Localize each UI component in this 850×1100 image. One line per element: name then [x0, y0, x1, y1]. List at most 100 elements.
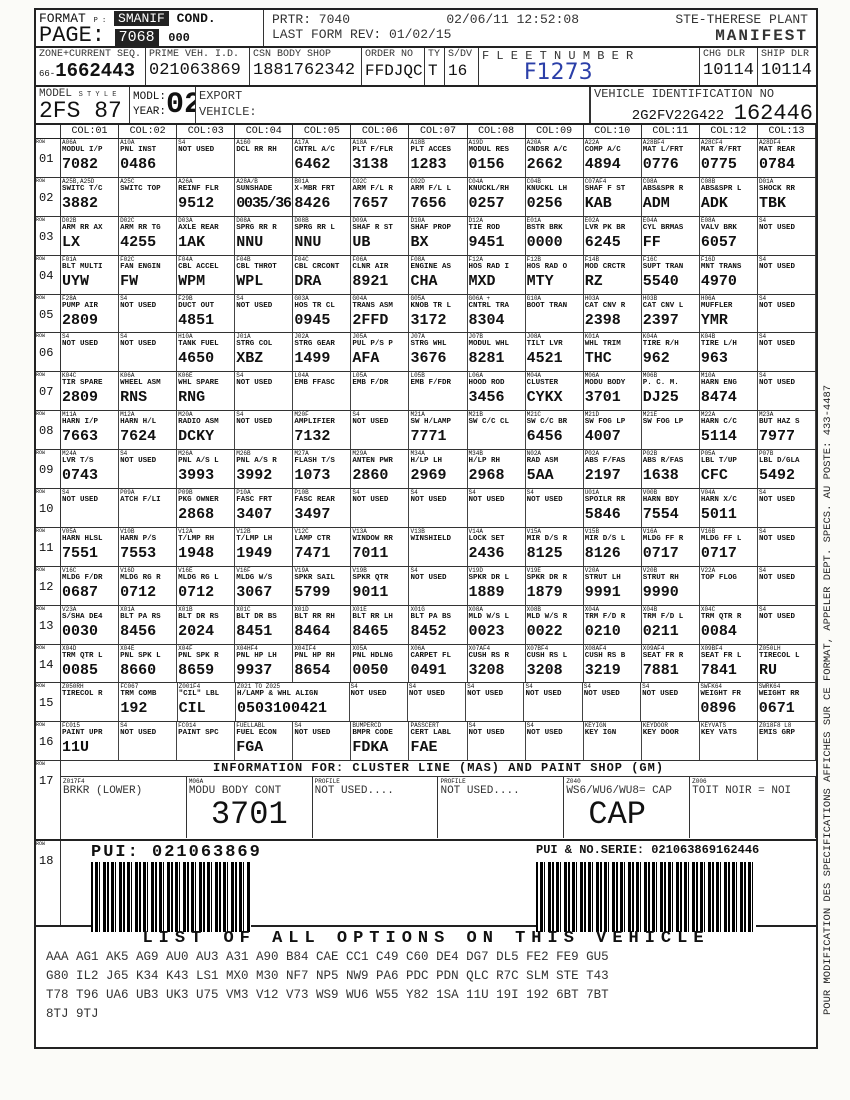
option-code: M21E: [642, 411, 658, 419]
option-value: 8125: [526, 544, 563, 562]
option-cell: M21A SW H/LAMP 7771: [409, 411, 468, 450]
option-value: 3882: [62, 194, 99, 212]
chg-label: CHG DLR: [703, 49, 746, 60]
option-cell: M29A ANTEN PWR 2860: [351, 450, 410, 489]
option-description: T/LMP RH: [178, 534, 215, 543]
option-description: MIR D/S R: [526, 534, 568, 543]
option-value: 3497: [294, 506, 331, 524]
option-value: 192: [120, 700, 148, 718]
option-description: SPKR QTR: [352, 573, 389, 582]
row-word: ROW: [36, 761, 46, 768]
option-cell: M04A CLUSTER CYKX: [526, 372, 584, 411]
option-value: 8465: [352, 622, 389, 640]
option-description: TRM F/D R: [584, 612, 626, 621]
option-description: HARN ENG: [700, 379, 737, 388]
option-value: 4521: [526, 350, 563, 368]
option-code: F14B: [584, 255, 600, 263]
option-value: 11U: [62, 739, 90, 757]
option-value: 1949: [236, 544, 273, 562]
option-description: PNL HDLNG: [352, 651, 393, 660]
option-description: CLNR AIR: [352, 262, 389, 271]
info-value: CAP: [588, 796, 646, 834]
option-value: 4650: [178, 350, 215, 368]
option-value: BX: [410, 233, 429, 251]
option-code: X09BF4: [700, 644, 723, 652]
option-cell: F28A PUMP AIR 2809: [61, 294, 120, 333]
option-cell: E01A BSTR BRK 0000: [526, 216, 584, 255]
option-code: V12B: [236, 527, 251, 535]
option-code: KEYIGN: [584, 722, 607, 730]
option-code: F01A: [62, 255, 77, 263]
option-description: SHAF F ST: [584, 184, 626, 193]
option-description: NOT USED: [758, 379, 795, 388]
option-value: 0491: [410, 661, 447, 679]
option-value: 4255: [120, 233, 157, 251]
option-description: SEAT FR R: [642, 651, 684, 660]
option-value: 0030: [62, 622, 99, 640]
option-cell: A28CF4 MAT R/FRT 0775: [700, 139, 758, 177]
option-code: S4: [352, 489, 360, 497]
option-cell: F04B CBL THROT WPL: [235, 255, 294, 294]
option-cell: V19E SPKR DR R 1879: [526, 566, 584, 605]
option-cell: S4 NOT USED: [758, 333, 817, 372]
option-value: 3701: [584, 389, 621, 407]
option-description: TRM QTR L: [62, 651, 103, 660]
option-value: 3138: [352, 156, 389, 173]
option-value: 1499: [294, 350, 331, 368]
option-code: M22A: [700, 411, 716, 419]
option-code: A06A: [62, 139, 77, 146]
option-description: STRG WHL: [410, 340, 447, 349]
cond-label: COND.: [176, 11, 216, 26]
option-code: J07B: [468, 333, 483, 341]
option-cell: M22A HARN C/C 5114: [700, 411, 758, 450]
option-cell: V12B T/LMP LH 1949: [235, 527, 294, 566]
option-description: CERT LABL: [410, 729, 451, 738]
format-p: P :: [93, 17, 107, 25]
option-cell: S4 NOT USED: [61, 333, 120, 372]
column-header: COL:13: [758, 125, 817, 138]
option-description: CAT CNV L: [642, 301, 684, 310]
option-code: J02A: [294, 333, 309, 341]
option-code: K04A: [642, 333, 658, 341]
option-description: NOT USED: [294, 729, 331, 738]
option-cell: V16D MLDG RG R 0712: [119, 566, 178, 605]
order-label: ORDER NO: [365, 49, 414, 60]
option-value: 0712: [120, 583, 157, 601]
option-code: V19D: [468, 566, 483, 574]
option-code: A28A/B: [236, 177, 258, 185]
option-description: LOCK SET: [468, 534, 505, 543]
option-description: TANK FUEL: [178, 340, 219, 349]
option-cell: X01C BLT DR BS 8451: [235, 605, 294, 644]
grid-row: ROW 07 K04C TIR SPARE 2809 K06A WHEEL ASM RNS K0…: [36, 372, 817, 412]
option-cell: X08AF4 CUSH RS B 3219: [584, 644, 642, 683]
option-cell: A20A CNDSR A/C 2662: [526, 139, 584, 177]
option-value: LX: [62, 233, 81, 251]
option-cell: C04B KNUCKL LH 0256: [526, 177, 584, 216]
option-description: NOT USED: [526, 729, 563, 738]
option-code: E04A: [642, 216, 658, 224]
zone-label: ZONE+CURRENT SEQ.: [39, 49, 142, 60]
option-value: ADK: [700, 194, 728, 212]
csn-label: CSN BODY SHOP: [253, 49, 332, 60]
row-number: 02: [39, 190, 54, 205]
option-cell: S4 NOT USED: [293, 722, 352, 761]
option-value: 0687: [62, 583, 99, 601]
option-description: PNL A/S R: [236, 457, 277, 466]
option-value: 7132: [294, 428, 331, 446]
option-code: A28CF4: [700, 139, 723, 146]
option-code: C07AF4: [584, 177, 607, 185]
option-code: E01A: [526, 216, 542, 224]
option-value: 8456: [120, 622, 157, 640]
option-cell: A160 DCL RR RH: [235, 139, 294, 177]
option-code: P10B: [294, 489, 309, 497]
option-code: M21B: [468, 411, 483, 419]
row-label: ROW 01: [36, 139, 61, 177]
column-header: COL:06: [351, 125, 410, 138]
option-description: STRUT RH: [642, 573, 679, 582]
option-value: 0896: [700, 700, 737, 718]
fleet-label: F L E E T N U M B E R: [482, 49, 634, 63]
print-datetime: 02/06/11 12:52:08: [446, 12, 579, 27]
option-code: S4: [525, 683, 533, 691]
option-code: X01A: [120, 605, 135, 613]
option-code: P09A: [120, 489, 135, 497]
